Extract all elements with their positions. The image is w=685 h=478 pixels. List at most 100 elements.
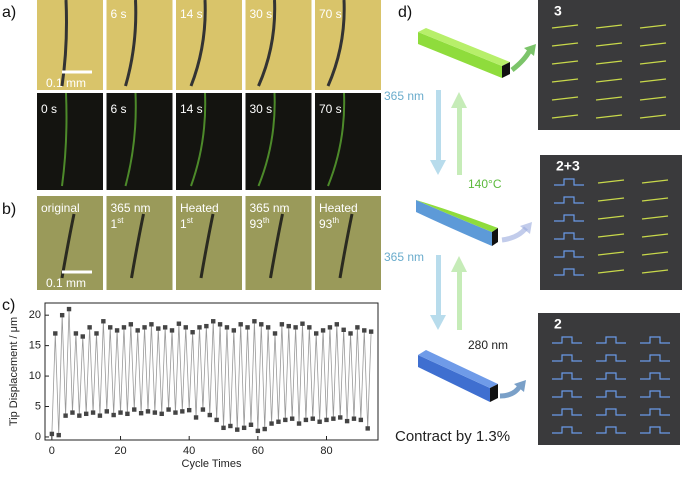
data-point bbox=[300, 321, 305, 326]
data-point bbox=[149, 322, 154, 327]
data-point bbox=[169, 328, 175, 333]
fiber bbox=[124, 92, 137, 187]
molecule-2 bbox=[554, 178, 584, 186]
time-label: 6 s bbox=[111, 102, 127, 116]
data-point bbox=[331, 416, 336, 421]
data-point bbox=[183, 325, 188, 330]
data-point bbox=[77, 413, 82, 418]
micrograph bbox=[176, 196, 242, 290]
frame-label-sup: st bbox=[187, 216, 194, 225]
data-point bbox=[162, 325, 168, 330]
data-point bbox=[118, 410, 123, 415]
molecule-3 bbox=[641, 179, 669, 184]
frame-label: 365 nm bbox=[111, 201, 151, 215]
micrograph bbox=[37, 196, 103, 290]
data-point bbox=[262, 426, 267, 432]
time-label: 30 s bbox=[250, 102, 273, 116]
molecule-3 bbox=[639, 24, 667, 29]
data-point bbox=[358, 417, 364, 423]
data-point bbox=[73, 331, 79, 336]
data-point bbox=[362, 328, 367, 333]
time-label: 6 s bbox=[111, 7, 127, 21]
data-point bbox=[49, 431, 55, 437]
molecule-3 bbox=[641, 269, 669, 274]
data-point bbox=[334, 322, 340, 327]
data-point bbox=[265, 325, 271, 330]
x-tick-label: 20 bbox=[114, 445, 126, 457]
molecule-3 bbox=[595, 42, 623, 47]
data-point bbox=[283, 417, 288, 423]
frame-label-main: 1 bbox=[180, 217, 187, 231]
y-tick-label: 15 bbox=[29, 340, 41, 352]
data-point bbox=[108, 325, 113, 330]
data-point bbox=[338, 415, 343, 420]
time-label: 30 s bbox=[250, 7, 273, 21]
molecule-3 bbox=[595, 114, 623, 119]
data-point bbox=[111, 412, 116, 418]
molecule-3 bbox=[641, 197, 669, 202]
molecule-2 bbox=[554, 196, 584, 204]
data-point bbox=[197, 325, 202, 330]
molecule-2 bbox=[554, 214, 584, 222]
molecule-3 bbox=[551, 96, 579, 101]
micrograph bbox=[245, 196, 312, 290]
data-point bbox=[341, 327, 346, 332]
molecule-2 bbox=[596, 354, 626, 362]
molecule-2 bbox=[640, 408, 670, 416]
frame-label-sup: th bbox=[263, 216, 270, 225]
data-point bbox=[211, 319, 216, 324]
data-point bbox=[53, 331, 58, 336]
plot-frame bbox=[44, 302, 379, 441]
panel-label: b) bbox=[2, 201, 16, 218]
time-label: 14 s bbox=[180, 102, 203, 116]
data-point bbox=[228, 423, 233, 429]
micrograph bbox=[37, 93, 103, 190]
data-point bbox=[286, 323, 291, 329]
molecule-3 bbox=[551, 42, 579, 47]
scale-label: 0.1 mm bbox=[46, 76, 86, 90]
molecule-2 bbox=[552, 372, 582, 380]
molecule-3 bbox=[595, 78, 623, 83]
data-point bbox=[193, 415, 199, 420]
data-point bbox=[125, 411, 130, 417]
data-point bbox=[317, 419, 322, 424]
data-point bbox=[80, 334, 85, 339]
fiber bbox=[269, 213, 284, 279]
data-point bbox=[221, 425, 226, 431]
x-tick-label: 60 bbox=[252, 445, 264, 457]
data-point bbox=[156, 326, 161, 331]
data-point bbox=[355, 325, 360, 330]
data-point bbox=[138, 411, 144, 416]
data-point bbox=[303, 417, 309, 423]
molecule-3 bbox=[597, 269, 625, 274]
molecule-3 bbox=[551, 60, 579, 65]
data-point bbox=[231, 328, 237, 333]
fiber bbox=[190, 92, 207, 187]
state-label: 2 bbox=[554, 316, 562, 332]
data-point bbox=[90, 410, 96, 415]
frame-label: Heated bbox=[180, 201, 219, 215]
step-label: 140°C bbox=[468, 177, 502, 191]
data-point bbox=[348, 331, 353, 336]
molecule-3 bbox=[641, 215, 669, 220]
panel-label: d) bbox=[398, 4, 412, 21]
data-point bbox=[87, 325, 92, 330]
chart: 0 5 10 15 20 0 20 40 60 80 Cycle Times Tip Displace… bbox=[8, 302, 379, 470]
data-point bbox=[314, 331, 319, 336]
molecule-2 bbox=[552, 336, 582, 344]
data-point bbox=[63, 413, 68, 418]
molecule-2 bbox=[640, 354, 670, 362]
molecule-2 bbox=[554, 250, 584, 258]
data-point bbox=[145, 409, 151, 414]
micrograph bbox=[37, 0, 103, 90]
step-label: 365 nm bbox=[384, 250, 424, 264]
x-tick-label: 40 bbox=[183, 445, 195, 457]
fiber bbox=[61, 92, 68, 187]
data-point bbox=[241, 425, 247, 431]
data-point bbox=[217, 322, 223, 327]
molecule-3 bbox=[597, 179, 625, 184]
molecule-2 bbox=[640, 372, 670, 380]
frame-label: 1st bbox=[180, 216, 194, 231]
time-label: 14 s bbox=[180, 7, 203, 21]
